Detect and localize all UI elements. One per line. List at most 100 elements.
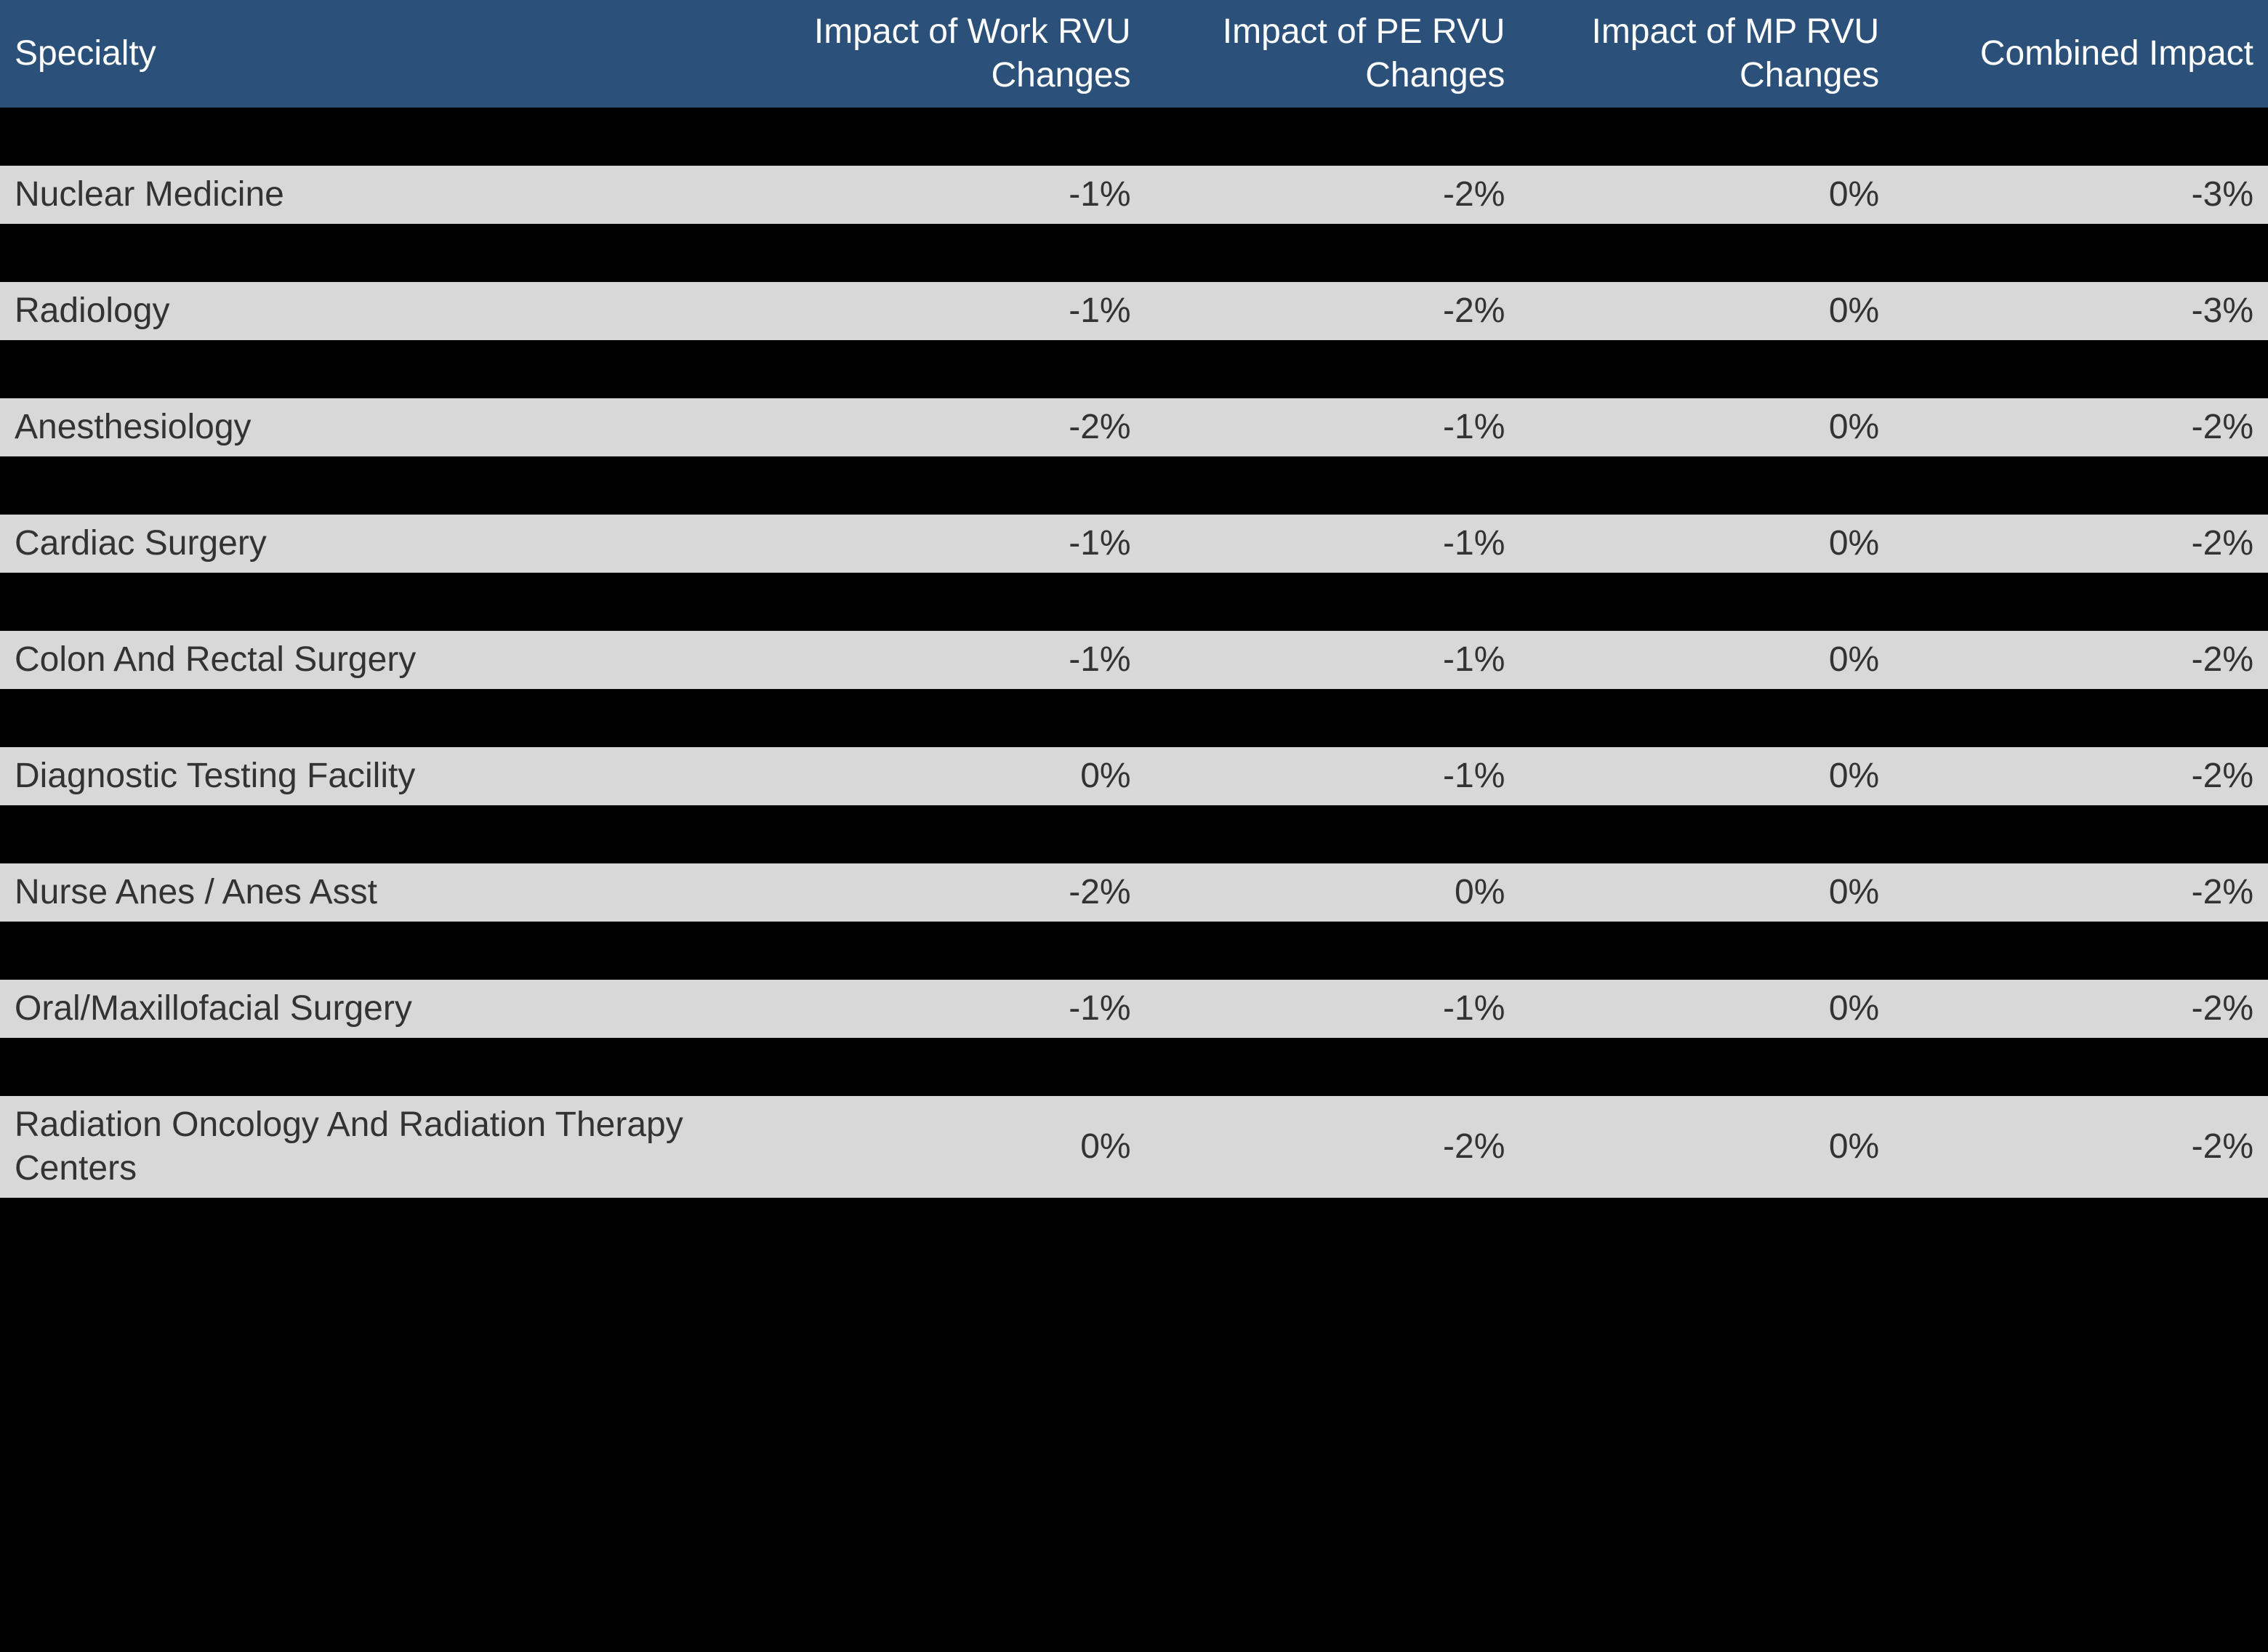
cell-specialty: Nuclear Medicine (0, 166, 771, 224)
cell-value: -3% (1146, 340, 1520, 398)
cell-value: 0% (1519, 863, 1894, 922)
table-row: Nuclear Medicine-1%-2%0%-3% (0, 166, 2268, 224)
cell-value: -2% (771, 805, 1146, 863)
table-row: Colon And Rectal Surgery-1%-1%0%-2% (0, 631, 2268, 689)
cell-value: -1% (771, 922, 1146, 980)
cell-value: 0% (1519, 1096, 1894, 1198)
table-row: Oral/Maxillofacial Surgery-1%-1%0%-2% (0, 980, 2268, 1038)
cell-specialty: Colon And Rectal Surgery (0, 631, 771, 689)
cell-value: -1% (1146, 980, 1520, 1038)
cell-value: -2% (1894, 980, 2268, 1038)
impact-table-container: Specialty Impact of Work RVU Changes Imp… (0, 0, 2268, 1256)
cell-specialty: Radiology (0, 282, 771, 340)
cell-value: -2% (1894, 863, 2268, 922)
cell-specialty: Emergency Medicine (0, 805, 771, 863)
impact-table: Specialty Impact of Work RVU Changes Imp… (0, 0, 2268, 1256)
cell-value: 0% (1146, 689, 1520, 747)
cell-specialty: Anesthesiology (0, 398, 771, 456)
table-row: Vascular Surgery-1%-3%0%-3% (0, 340, 2268, 398)
cell-value: 0% (1519, 340, 1894, 398)
cell-value: 0% (771, 1096, 1146, 1198)
cell-value: -1% (1146, 631, 1520, 689)
cell-value: -2% (1146, 224, 1520, 282)
cell-specialty: Chiropractor (0, 573, 771, 631)
cell-value: -4% (1894, 108, 2268, 166)
col-header-mp-rvu: Impact of MP RVU Changes (1519, 0, 1894, 108)
table-row: Interventional Radiology-1%-3%0%-4% (0, 108, 2268, 166)
cell-value: -1% (1146, 456, 1520, 515)
cell-specialty: Interventional Radiology (0, 108, 771, 166)
cell-value: 0% (1519, 805, 1894, 863)
cell-value: -2% (1894, 1198, 2268, 1256)
cell-value: 0% (1519, 282, 1894, 340)
table-row: Physical/Occupational Therapy-1%-2%0%-3% (0, 224, 2268, 282)
cell-specialty: Vascular Surgery (0, 340, 771, 398)
table-header-row: Specialty Impact of Work RVU Changes Imp… (0, 0, 2268, 108)
cell-specialty: Pathology (0, 1038, 771, 1096)
cell-value: -2% (771, 398, 1146, 456)
cell-specialty: Critical Care (0, 689, 771, 747)
cell-value: 0% (1519, 980, 1894, 1038)
cell-value: -2% (1894, 922, 2268, 980)
col-header-combined: Combined Impact (1894, 0, 2268, 108)
cell-value: -2% (1146, 166, 1520, 224)
cell-value: -3% (1894, 224, 2268, 282)
cell-value: 0% (1519, 166, 1894, 224)
cell-value: -2% (1894, 515, 2268, 573)
cell-value: -1% (771, 1038, 1146, 1096)
cell-value: 0% (1519, 108, 1894, 166)
table-row: Critical Care-1%0%0%-2% (0, 689, 2268, 747)
cell-value: 0% (1519, 456, 1894, 515)
cell-value: -3% (1894, 340, 2268, 398)
table-row: Chiropractor-1%-1%0%-2% (0, 573, 2268, 631)
cell-specialty: Audiologist (0, 456, 771, 515)
cell-value: -1% (771, 224, 1146, 282)
cell-value: -1% (771, 573, 1146, 631)
cell-value: -1% (1146, 747, 1520, 805)
cell-value: -2% (1894, 573, 2268, 631)
cell-value: -1% (1146, 573, 1520, 631)
cell-specialty: Cardiac Surgery (0, 515, 771, 573)
cell-value: -2% (1894, 456, 2268, 515)
cell-value: -2% (1894, 805, 2268, 863)
cell-specialty: Physical/Occupational Therapy (0, 224, 771, 282)
cell-value: -2% (1146, 1038, 1520, 1096)
col-header-specialty: Specialty (0, 0, 771, 108)
cell-value: -2% (771, 863, 1146, 922)
cell-value: -2% (1894, 689, 2268, 747)
cell-value: -2% (1894, 631, 2268, 689)
cell-value: -1% (1146, 515, 1520, 573)
cell-value: -1% (771, 689, 1146, 747)
cell-value: -1% (1146, 922, 1520, 980)
col-header-work-rvu: Impact of Work RVU Changes (771, 0, 1146, 108)
table-row: Radiology-1%-2%0%-3% (0, 282, 2268, 340)
cell-value: -2% (1894, 747, 2268, 805)
cell-value: -2% (1894, 398, 2268, 456)
table-row: Diagnostic Testing Facility0%-1%0%-2% (0, 747, 2268, 805)
cell-value: -2% (1146, 282, 1520, 340)
table-body: Interventional Radiology-1%-3%0%-4%Nucle… (0, 108, 2268, 1256)
cell-value: 0% (1519, 515, 1894, 573)
cell-value: -1% (771, 108, 1146, 166)
cell-value: -1% (771, 282, 1146, 340)
cell-value: 0% (1519, 573, 1894, 631)
col-header-pe-rvu: Impact of PE RVU Changes (1146, 0, 1520, 108)
cell-value: -1% (771, 340, 1146, 398)
cell-value: -3% (1894, 282, 2268, 340)
table-row: Pathology-1%-2%0%-2% (0, 1038, 2268, 1096)
table-row: Optometry-1%-1%0%-2% (0, 922, 2268, 980)
cell-value: 0% (1519, 1038, 1894, 1096)
table-row: Emergency Medicine-2%-1%0%-2% (0, 805, 2268, 863)
cell-value: -1% (771, 980, 1146, 1038)
cell-value: -1% (771, 631, 1146, 689)
cell-specialty: Radiation Oncology And Radiation Therapy… (0, 1096, 771, 1198)
cell-value: 0% (771, 747, 1146, 805)
cell-value: -2% (1146, 1096, 1520, 1198)
cell-value: -1% (771, 515, 1146, 573)
cell-value: 0% (1146, 863, 1520, 922)
cell-specialty: Diagnostic Testing Facility (0, 747, 771, 805)
cell-value: 0% (1519, 689, 1894, 747)
cell-value: 0% (1519, 747, 1894, 805)
cell-value: -1% (771, 456, 1146, 515)
cell-value: -2% (1894, 1096, 2268, 1198)
